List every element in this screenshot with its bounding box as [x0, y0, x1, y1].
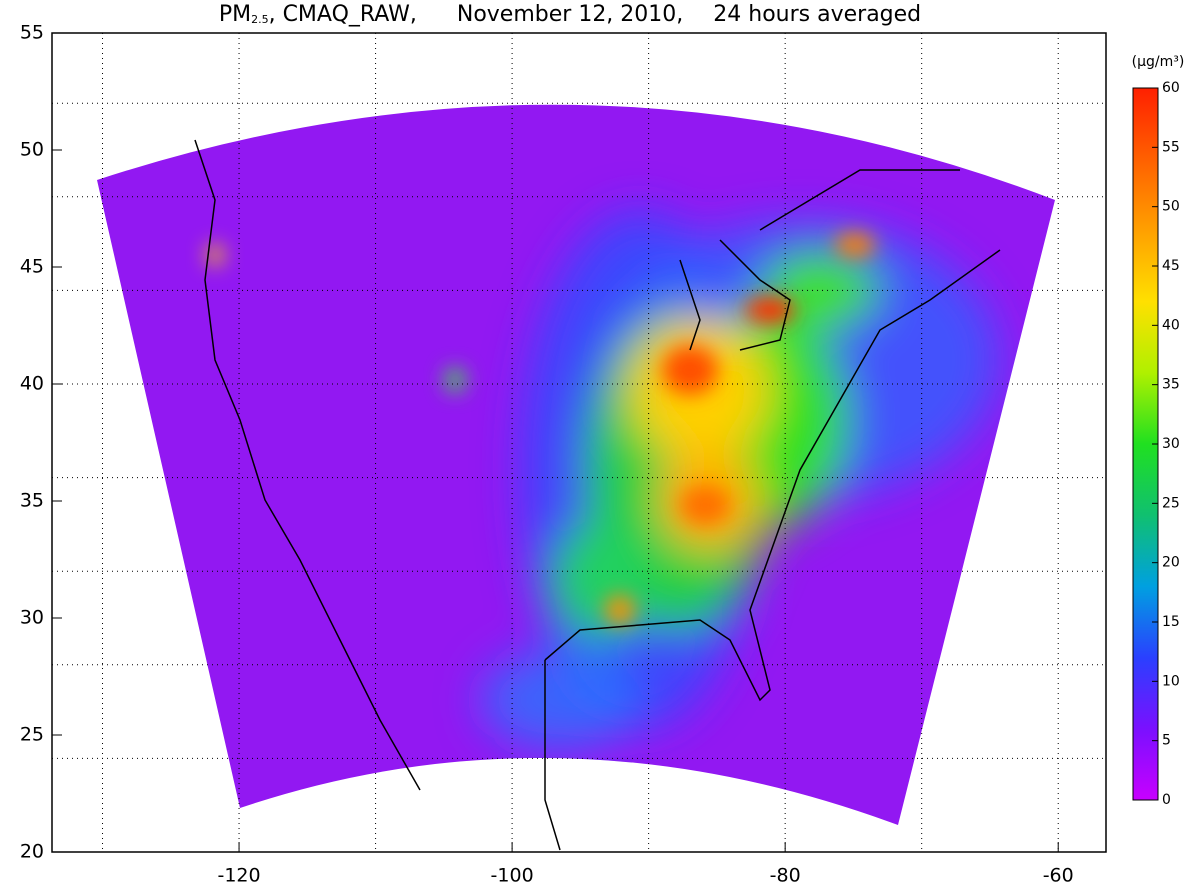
colorbar-label: (µg/m³)	[1132, 54, 1185, 70]
coastlines	[194, 139, 1001, 851]
colorbar-tick-label: 15	[1162, 614, 1180, 630]
y-tick-label: 35	[20, 490, 44, 512]
title-period: 24 hours averaged	[713, 2, 921, 27]
colorbar-tick-label: 55	[1162, 139, 1180, 155]
title-date: November 12, 2010,	[457, 2, 683, 27]
colorbar-tick-label: 10	[1162, 673, 1180, 689]
x-tick-label: -80	[770, 865, 801, 887]
x-tick-label: -120	[217, 865, 260, 887]
colorbar-tick-label: 40	[1162, 317, 1180, 333]
y-tick-label: 40	[20, 373, 44, 395]
y-tick-label: 55	[20, 22, 44, 44]
colorbar-tick-label: 50	[1162, 199, 1180, 215]
colorbar-tick-label: 20	[1162, 555, 1180, 571]
pm-field	[97, 104, 1055, 826]
y-tick-label: 20	[20, 841, 44, 863]
colorbar-tick-label: 35	[1162, 377, 1180, 393]
chart-title: PM2.5, CMAQ_RAW, November 12, 2010, 24 hou…	[219, 2, 921, 27]
y-tick-label: 25	[20, 724, 44, 746]
x-tick-label: -60	[1043, 865, 1074, 887]
colorbar-tick-label: 25	[1162, 495, 1180, 511]
colorbar-tick-label: 5	[1162, 733, 1171, 749]
y-tick-label: 30	[20, 607, 44, 629]
x-tick-label: -100	[491, 865, 534, 887]
colorbar-tick-label: 60	[1162, 80, 1180, 96]
title-model: , CMAQ_RAW,	[269, 2, 417, 27]
colorbar-tick-label: 0	[1162, 792, 1171, 808]
plot-frame	[51, 32, 1107, 853]
colorbar-tick-label: 30	[1162, 436, 1180, 452]
title-subscript: 2.5	[251, 13, 269, 26]
colorbar-tick-label: 45	[1162, 258, 1180, 274]
title-variable: PM	[219, 2, 251, 27]
y-tick-label: 50	[20, 139, 44, 161]
y-tick-label: 45	[20, 256, 44, 278]
